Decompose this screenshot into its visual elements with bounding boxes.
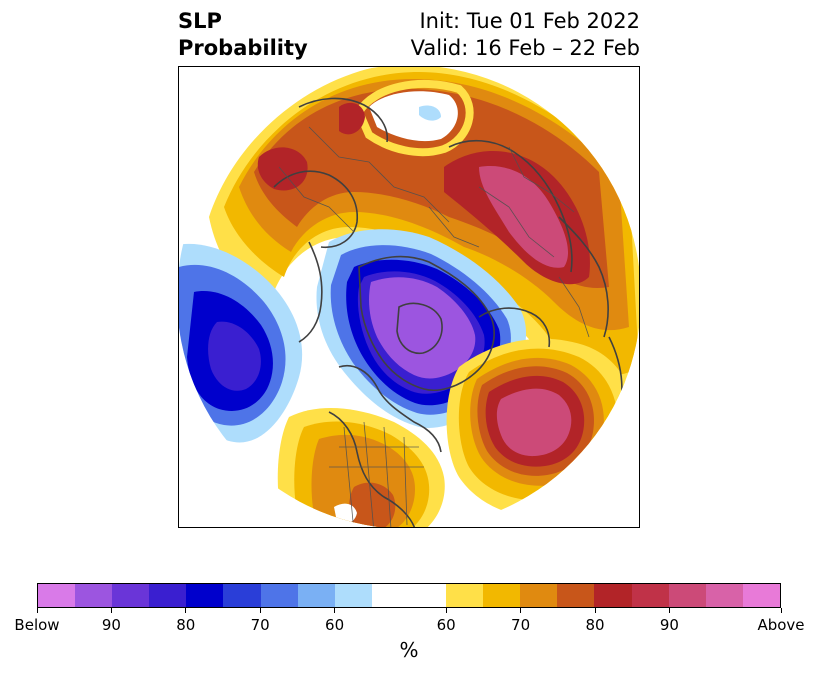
colorbar-tick-label: 90 xyxy=(101,616,121,634)
colorbar-tick xyxy=(334,608,336,613)
colorbar-tick-label: 80 xyxy=(176,616,196,634)
colorbar-below-bin-1 xyxy=(75,584,113,607)
siberia-pink xyxy=(479,166,569,268)
colorbar-above-bin-2 xyxy=(520,584,558,607)
colorbar-tick-label: 90 xyxy=(659,616,679,634)
title-variable: SLP xyxy=(178,9,222,33)
scandinavia-white-gap xyxy=(369,91,458,142)
colorbar-below-bin-2 xyxy=(112,584,150,607)
colorbar-tick xyxy=(185,608,187,613)
scandinavia-yellow-ring xyxy=(354,79,474,157)
colorbar-tick-label: 70 xyxy=(511,616,531,634)
colorbar-tick-label: 70 xyxy=(250,616,270,634)
europe-red-spot-2 xyxy=(339,102,365,135)
colorbar-tick-label: 60 xyxy=(325,616,345,634)
colorbar-tick xyxy=(36,608,38,613)
colorbar-below-bin-7 xyxy=(297,584,335,607)
colorbar-below-bin-5 xyxy=(223,584,261,607)
colorbar-tick xyxy=(594,608,596,613)
colorbar-neutral-bin xyxy=(371,584,447,607)
colorbar-tick-label: 60 xyxy=(436,616,456,634)
colorbar-above-bin-4 xyxy=(594,584,632,607)
valid-period: Valid: 16 Feb – 22 Feb xyxy=(410,36,640,60)
colorbar-tick xyxy=(780,608,782,613)
colorbar-above-bin-3 xyxy=(557,584,595,607)
colorbar-below-bin-8 xyxy=(334,584,372,607)
colorbar-below-bin-6 xyxy=(260,584,298,607)
coastlines xyxy=(273,97,623,527)
colorbar-below-bin-4 xyxy=(186,584,224,607)
colorbar-tick-label: Below xyxy=(14,616,60,634)
map-subtitle: Init: Tue 01 Feb 2022 Valid: 16 Feb – 22… xyxy=(411,8,640,62)
map-title: SLP Probability xyxy=(178,8,308,62)
colorbar-tick xyxy=(445,608,447,613)
colorbar-tick-label: 80 xyxy=(585,616,605,634)
colorbar-below-bin-0 xyxy=(38,584,76,607)
political-borders xyxy=(278,126,590,527)
colorbar-below-bin-3 xyxy=(149,584,187,607)
pacific-pink xyxy=(496,388,572,457)
colorbar-tick-label: Above xyxy=(757,616,805,634)
colorbar-above-bin-1 xyxy=(483,584,521,607)
colorbar-tick xyxy=(110,608,112,613)
atlantic-core xyxy=(208,321,261,391)
colorbar-tick xyxy=(259,608,261,613)
arctic-core-purple xyxy=(369,277,476,379)
colorbar-tick xyxy=(668,608,670,613)
map-svg xyxy=(179,67,639,527)
scandinavia-lightblue xyxy=(419,105,441,121)
probability-map xyxy=(178,66,640,528)
colorbar-above-bin-7 xyxy=(705,584,743,607)
europe-red-spot xyxy=(257,147,308,191)
us-darkorange xyxy=(349,482,396,527)
probability-colorbar xyxy=(37,583,781,608)
colorbar-above-bin-8 xyxy=(742,584,780,607)
colorbar-above-bin-0 xyxy=(446,584,484,607)
colorbar-unit-label: % xyxy=(399,638,419,662)
colorbar-above-bin-6 xyxy=(668,584,706,607)
colorbar-above-bin-5 xyxy=(631,584,669,607)
title-product: Probability xyxy=(178,36,308,60)
colorbar-tick xyxy=(520,608,522,613)
init-date: Init: Tue 01 Feb 2022 xyxy=(419,9,640,33)
